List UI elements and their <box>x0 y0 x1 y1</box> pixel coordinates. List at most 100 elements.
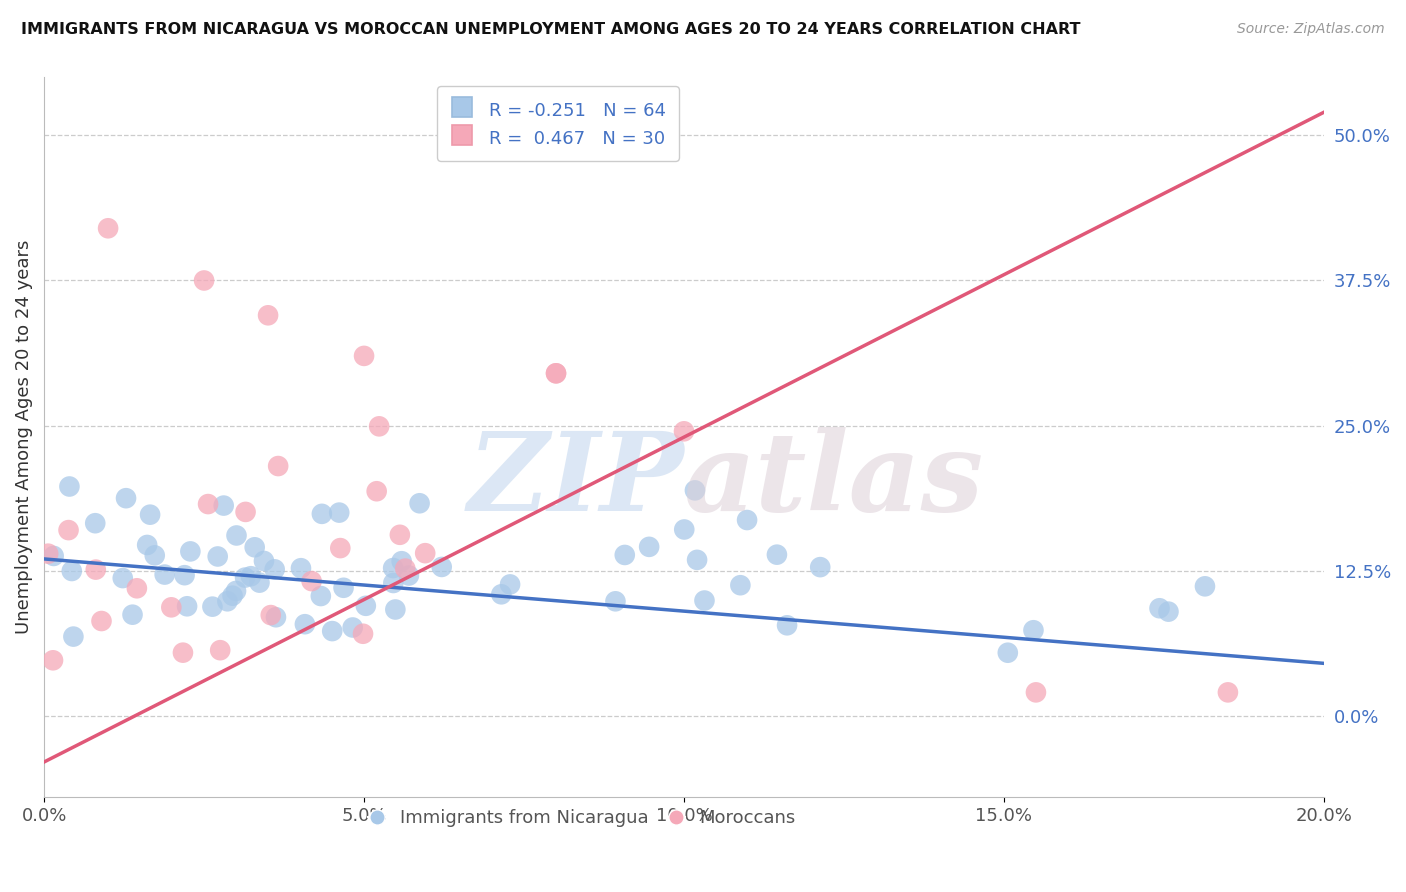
Point <box>544 366 567 380</box>
Point <box>197 497 219 511</box>
Point <box>143 549 166 563</box>
Point <box>235 505 257 519</box>
Point <box>173 568 195 582</box>
Point <box>398 568 420 582</box>
Point <box>290 561 312 575</box>
Point <box>209 643 232 657</box>
Point <box>672 425 695 439</box>
Point <box>207 549 229 564</box>
Point <box>243 541 266 555</box>
Point <box>37 547 59 561</box>
Point <box>368 419 391 434</box>
Point <box>384 602 406 616</box>
Point <box>391 554 413 568</box>
Point <box>60 564 83 578</box>
Point <box>1022 624 1045 638</box>
Point <box>84 516 107 531</box>
Point <box>58 479 80 493</box>
Point <box>125 582 148 596</box>
Point <box>342 620 364 634</box>
Y-axis label: Unemployment Among Ages 20 to 24 years: Unemployment Among Ages 20 to 24 years <box>15 240 32 634</box>
Point <box>388 528 411 542</box>
Point <box>354 599 377 613</box>
Point <box>382 561 405 575</box>
Point <box>121 607 143 622</box>
Point <box>260 608 283 623</box>
Point <box>352 626 374 640</box>
Point <box>491 587 513 601</box>
Point <box>997 646 1019 660</box>
Point <box>683 483 706 498</box>
Point <box>1025 685 1047 699</box>
Point <box>160 600 183 615</box>
Point <box>225 528 247 542</box>
Point <box>42 653 65 667</box>
Point <box>111 571 134 585</box>
Text: IMMIGRANTS FROM NICARAGUA VS MOROCCAN UNEMPLOYMENT AMONG AGES 20 TO 24 YEARS COR: IMMIGRANTS FROM NICARAGUA VS MOROCCAN UN… <box>21 22 1081 37</box>
Point <box>221 589 243 603</box>
Point <box>176 599 198 614</box>
Point <box>301 574 323 588</box>
Point <box>239 569 262 583</box>
Point <box>1157 605 1180 619</box>
Point <box>332 581 354 595</box>
Point <box>217 594 239 608</box>
Point <box>62 630 84 644</box>
Point <box>179 544 201 558</box>
Point <box>1216 685 1239 699</box>
Point <box>808 560 831 574</box>
Point <box>430 560 453 574</box>
Point <box>115 491 138 506</box>
Text: atlas: atlas <box>683 426 984 534</box>
Point <box>499 577 522 591</box>
Point <box>264 610 287 624</box>
Point <box>309 589 332 603</box>
Point <box>686 553 709 567</box>
Point <box>139 508 162 522</box>
Point <box>311 507 333 521</box>
Point <box>257 308 280 322</box>
Point <box>766 548 789 562</box>
Point <box>776 618 799 632</box>
Point <box>84 563 107 577</box>
Point <box>136 538 159 552</box>
Point <box>253 554 276 568</box>
Point <box>329 541 352 555</box>
Point <box>328 506 350 520</box>
Point <box>172 646 194 660</box>
Point <box>212 499 235 513</box>
Point <box>267 458 290 473</box>
Point <box>153 567 176 582</box>
Point <box>693 593 716 607</box>
Point <box>394 561 416 575</box>
Point <box>730 578 752 592</box>
Text: ZIP: ZIP <box>467 426 683 534</box>
Point <box>42 549 65 563</box>
Point <box>263 562 285 576</box>
Point <box>294 617 316 632</box>
Point <box>90 614 112 628</box>
Point <box>1149 601 1171 615</box>
Point <box>408 496 430 510</box>
Point <box>735 513 758 527</box>
Legend: Immigrants from Nicaragua, Moroccans: Immigrants from Nicaragua, Moroccans <box>360 802 803 835</box>
Point <box>233 571 256 585</box>
Point <box>673 523 696 537</box>
Point <box>638 540 661 554</box>
Text: Source: ZipAtlas.com: Source: ZipAtlas.com <box>1237 22 1385 37</box>
Point <box>58 523 80 537</box>
Point <box>1194 579 1216 593</box>
Point <box>225 583 247 598</box>
Point <box>366 484 388 499</box>
Point <box>249 575 271 590</box>
Point <box>321 624 343 639</box>
Point <box>193 273 215 287</box>
Point <box>613 548 636 562</box>
Point <box>97 221 120 235</box>
Point <box>544 366 567 380</box>
Point <box>353 349 375 363</box>
Point <box>201 599 224 614</box>
Point <box>382 576 405 591</box>
Point <box>413 546 436 560</box>
Point <box>605 594 627 608</box>
